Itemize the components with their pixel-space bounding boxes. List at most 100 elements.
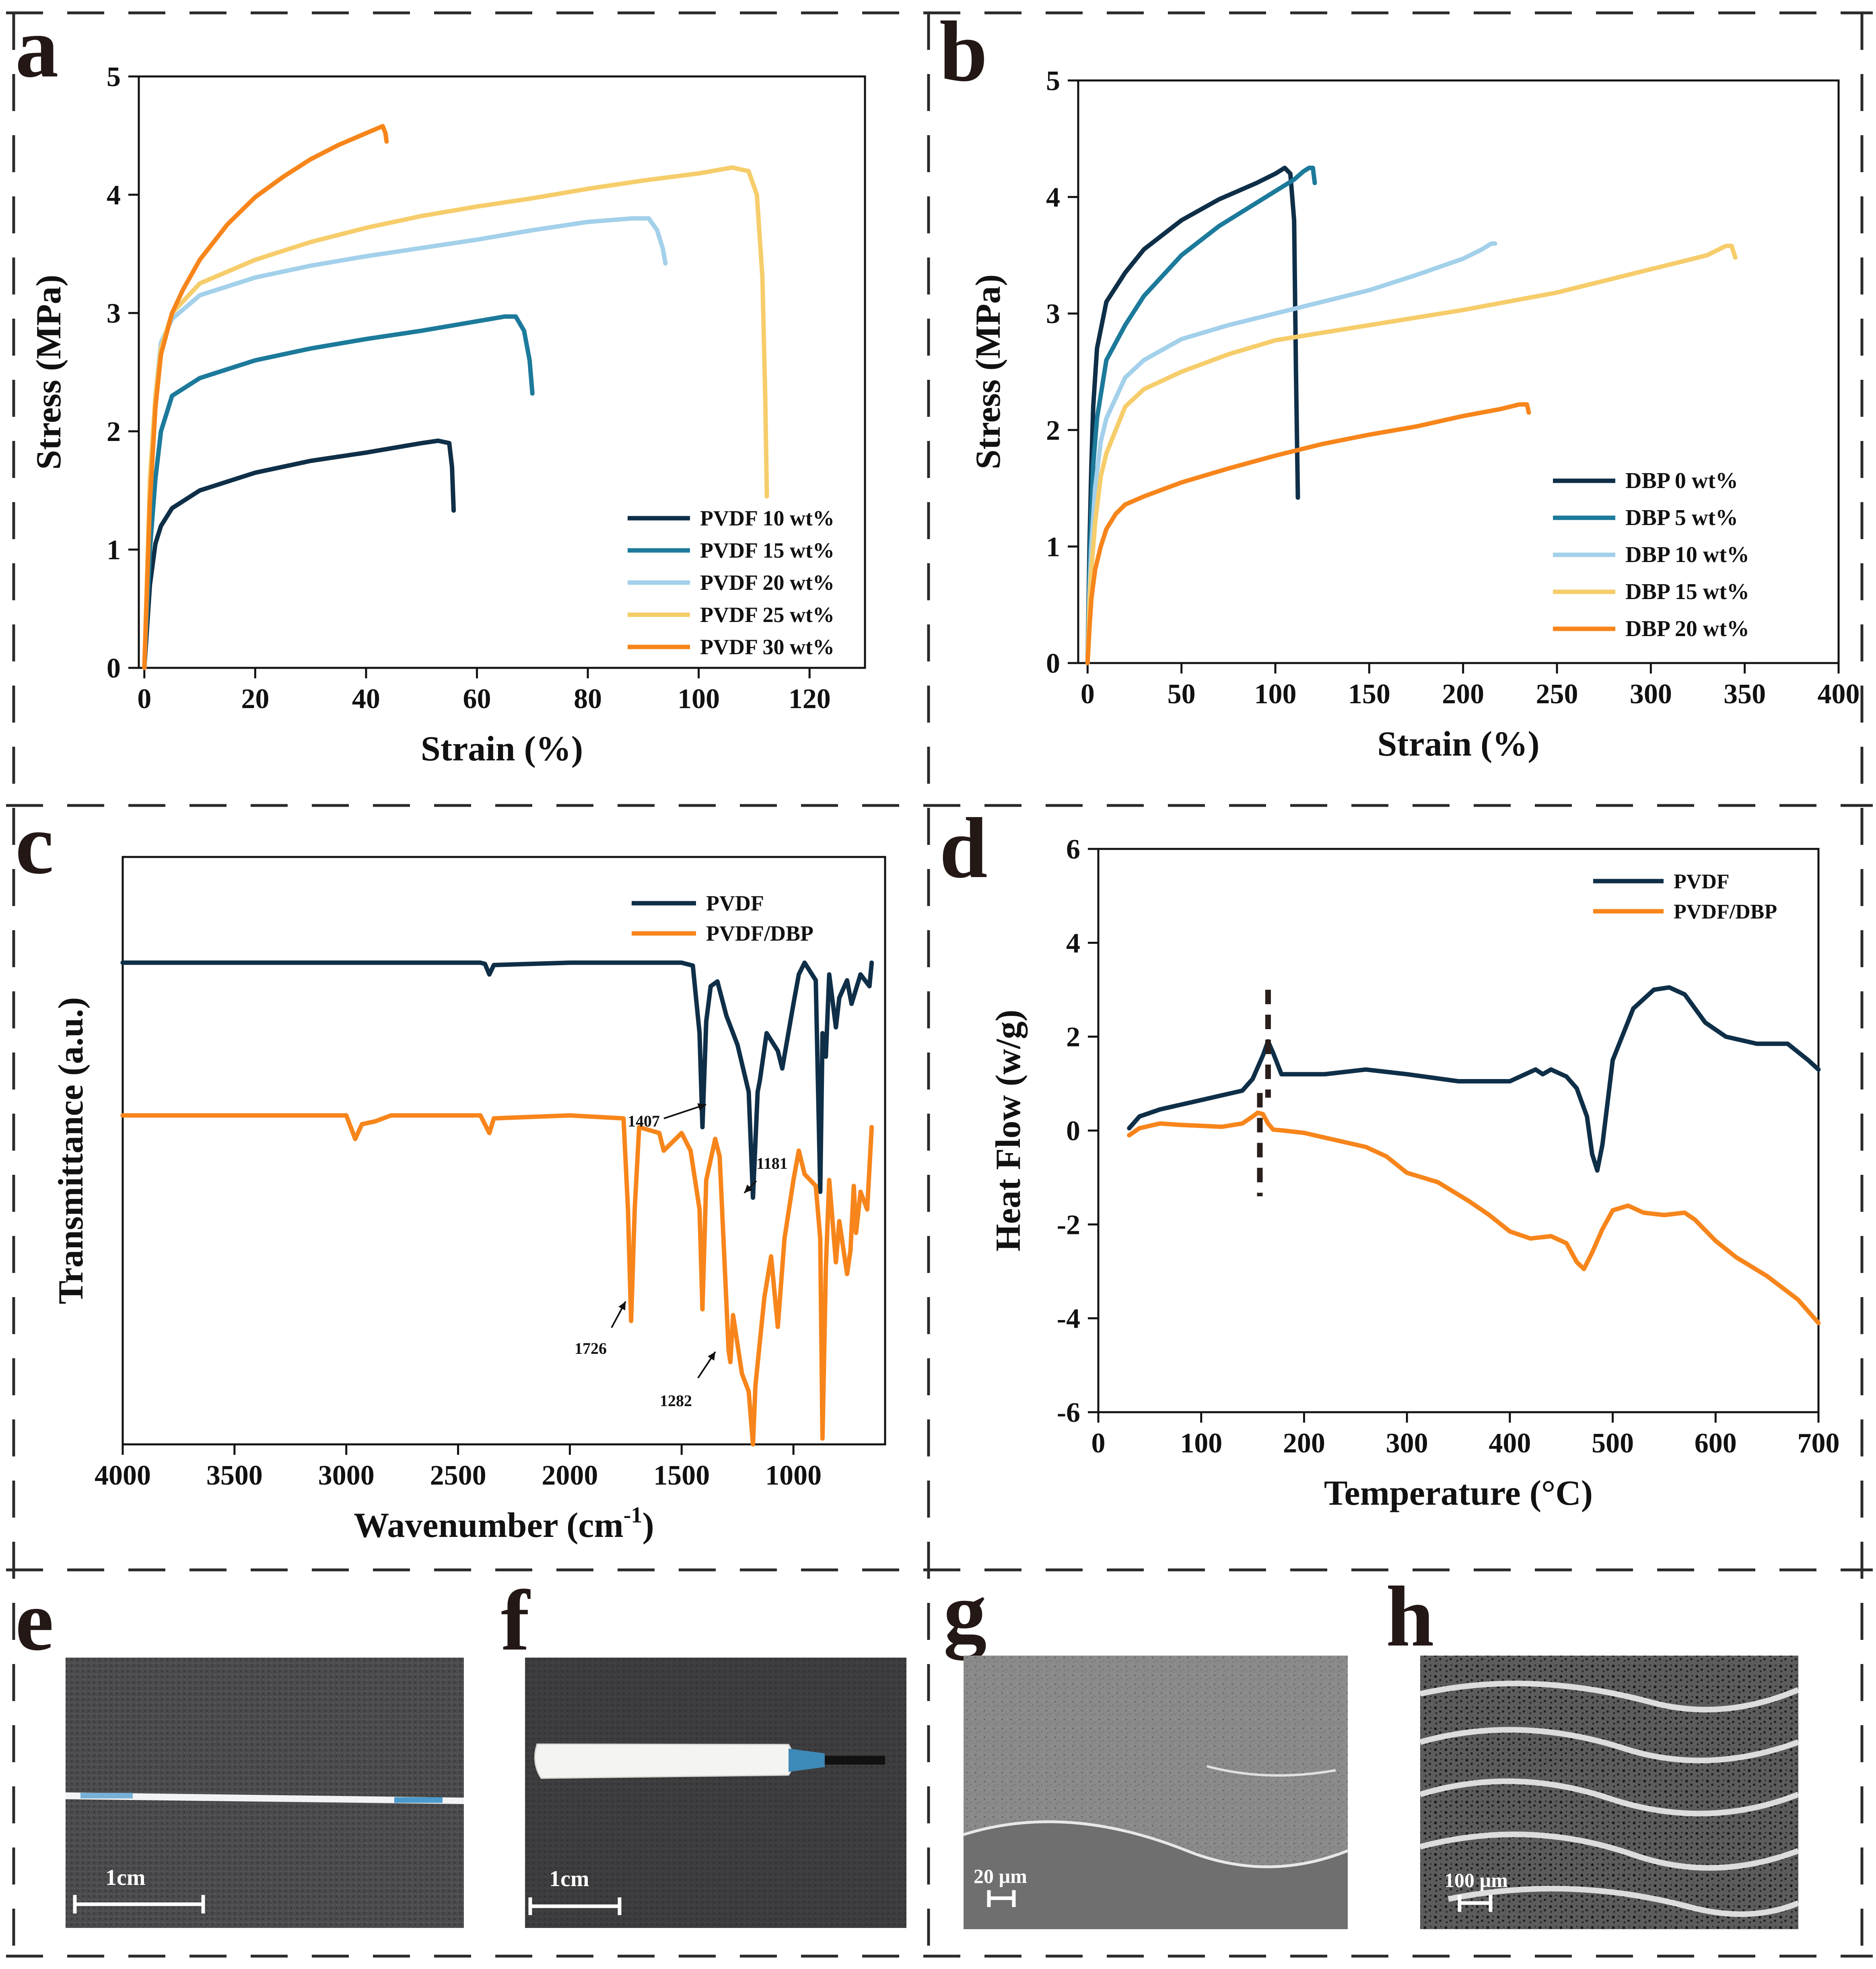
annotation-arrowhead bbox=[697, 1103, 706, 1111]
x-tick-label: 700 bbox=[1798, 1428, 1840, 1459]
chart-panel-d: 0 100 200 300 400 500 600 700 -6 -4 -2 0 2 4 6 Temperat… bbox=[989, 834, 1840, 1513]
x-tick-label: 100 bbox=[1254, 679, 1297, 710]
x-tick-label: 250 bbox=[1536, 679, 1578, 710]
y-tick-label: 6 bbox=[1066, 834, 1080, 865]
x-tick-label: 300 bbox=[1386, 1428, 1428, 1459]
x-tick-label: 200 bbox=[1442, 679, 1484, 710]
chart-panel-a: 0 20 40 60 80 100 120 0 1 2 3 4 5 Strain (%) Stress (M… bbox=[29, 62, 866, 768]
x-tick-label: 120 bbox=[789, 684, 831, 715]
legend-label: PVDF bbox=[1674, 870, 1730, 893]
x-tick-label: 2000 bbox=[542, 1460, 598, 1491]
y-tick-label: 2 bbox=[107, 416, 121, 447]
scalebar-label-f: 1cm bbox=[549, 1866, 589, 1891]
x-tick-label: 0 bbox=[137, 684, 151, 715]
y-tick-label: -4 bbox=[1057, 1304, 1080, 1335]
peak-annotation: 1407 bbox=[628, 1112, 660, 1130]
x-tick-label: 350 bbox=[1724, 679, 1766, 710]
scalebar-g bbox=[987, 1890, 1016, 1907]
photo-e: 1cm bbox=[66, 1658, 464, 1928]
peak-annotation: 1181 bbox=[756, 1154, 788, 1172]
photo-h: 100 µm bbox=[1419, 1656, 1800, 1929]
x-axis-label: Wavenumber (cm-1) bbox=[354, 1503, 654, 1545]
x-tick-label: 60 bbox=[463, 684, 491, 715]
series-line-dbp-20-wt- bbox=[1085, 402, 1531, 665]
series-line-pvdf-10-wt- bbox=[142, 439, 456, 670]
x-axis-label: Strain (%) bbox=[1377, 725, 1539, 764]
x-tick-label: 300 bbox=[1630, 679, 1672, 710]
panel-label-b: b bbox=[939, 3, 988, 99]
scalebar-label-h: 100 µm bbox=[1444, 1869, 1508, 1891]
y-tick-label: -6 bbox=[1057, 1397, 1080, 1428]
y-tick-label: 0 bbox=[1066, 1116, 1080, 1147]
x-tick-label: 80 bbox=[574, 684, 602, 715]
x-axis-label: Strain (%) bbox=[421, 729, 583, 768]
y-axis-label: Stress (MPa) bbox=[969, 274, 1008, 470]
y-tick-label: 3 bbox=[107, 298, 121, 329]
x-axis-label-end: ) bbox=[642, 1506, 654, 1545]
x-tick-label: 400 bbox=[1818, 679, 1860, 710]
chart-panel-b: 0 50 100 150 200 250 300 350 400 0 1 2 3 4 5 Strain (%)… bbox=[969, 66, 1860, 764]
x-tick-label: 3500 bbox=[206, 1460, 263, 1491]
x-tick-label: 200 bbox=[1283, 1428, 1325, 1459]
y-tick-label: 5 bbox=[1046, 66, 1060, 97]
x-tick-label: 40 bbox=[352, 684, 380, 715]
x-tick-label: 0 bbox=[1091, 1428, 1106, 1459]
peak-annotation: 1726 bbox=[575, 1339, 607, 1357]
plot-frame bbox=[1097, 848, 1820, 1413]
panel-label-c: c bbox=[15, 796, 54, 892]
legend-label: DBP 0 wt% bbox=[1625, 468, 1738, 493]
y-tick-label: -2 bbox=[1057, 1209, 1080, 1240]
scalebar-label-g: 20 µm bbox=[974, 1865, 1027, 1887]
panel-label-f: f bbox=[501, 1572, 531, 1668]
x-axis-label-main: Wavenumber (cm bbox=[354, 1506, 624, 1545]
x-tick-label: 4000 bbox=[95, 1460, 151, 1491]
catheter-tube bbox=[66, 1792, 464, 1804]
x-tick-label: 20 bbox=[241, 684, 269, 715]
plot-frame bbox=[138, 75, 866, 669]
legend-label: DBP 15 wt% bbox=[1625, 579, 1749, 604]
series-line-dbp-15-wt- bbox=[1085, 243, 1738, 665]
y-tick-label: 4 bbox=[1066, 928, 1080, 959]
panel-label-a: a bbox=[15, 0, 59, 95]
panel-label-h: h bbox=[1386, 1568, 1434, 1664]
y-tick-label: 1 bbox=[1046, 531, 1060, 562]
series-line-pvdf-dbp bbox=[120, 1113, 874, 1447]
x-tick-label: 1500 bbox=[653, 1460, 710, 1491]
series-line-pvdf-30-wt- bbox=[142, 124, 389, 670]
x-axis-label-sup: -1 bbox=[624, 1503, 642, 1528]
x-tick-label: 50 bbox=[1168, 679, 1196, 710]
y-axis-label: Transmittance (a.u.) bbox=[51, 997, 91, 1304]
x-tick-label: 3000 bbox=[318, 1460, 375, 1491]
y-tick-label: 2 bbox=[1046, 415, 1060, 446]
y-tick-label: 0 bbox=[107, 653, 121, 684]
series-line-pvdf bbox=[1127, 985, 1821, 1173]
panel-label-e: e bbox=[15, 1572, 54, 1668]
legend-label: PVDF/DBP bbox=[706, 921, 813, 945]
series-line-pvdf-20-wt- bbox=[142, 216, 668, 670]
annotation-arrowhead bbox=[744, 1184, 753, 1193]
legend-label: PVDF 15 wt% bbox=[700, 538, 834, 562]
photo-g: 20 µm bbox=[963, 1656, 1349, 1929]
x-tick-label: 500 bbox=[1592, 1428, 1634, 1459]
series-line-dbp-10-wt- bbox=[1085, 241, 1497, 665]
panel-label-d: d bbox=[939, 800, 988, 896]
legend-label: DBP 20 wt% bbox=[1625, 616, 1749, 641]
legend-label: PVDF bbox=[706, 891, 764, 915]
legend-label: DBP 5 wt% bbox=[1625, 505, 1738, 530]
x-tick-label: 100 bbox=[678, 684, 720, 715]
annotation-arrowhead bbox=[618, 1302, 626, 1310]
x-tick-label: 600 bbox=[1695, 1428, 1737, 1459]
legend-label: PVDF 30 wt% bbox=[700, 635, 834, 659]
x-tick-label: 400 bbox=[1489, 1428, 1531, 1459]
x-axis-label: Temperature (°C) bbox=[1324, 1474, 1593, 1513]
plot-frame bbox=[121, 856, 886, 1446]
scalebar-e bbox=[73, 1895, 205, 1913]
y-tick-label: 2 bbox=[1066, 1022, 1080, 1053]
y-tick-label: 4 bbox=[107, 180, 121, 211]
annotation-arrowhead bbox=[708, 1352, 715, 1361]
chart-panel-c: 4000 3500 3000 2500 2000 1500 1000 Wavenumber (… bbox=[51, 856, 886, 1545]
y-axis-label: Stress (MPa) bbox=[29, 275, 68, 470]
series-line-pvdf-dbp bbox=[1127, 1110, 1821, 1325]
legend-label: PVDF 10 wt% bbox=[700, 506, 834, 530]
